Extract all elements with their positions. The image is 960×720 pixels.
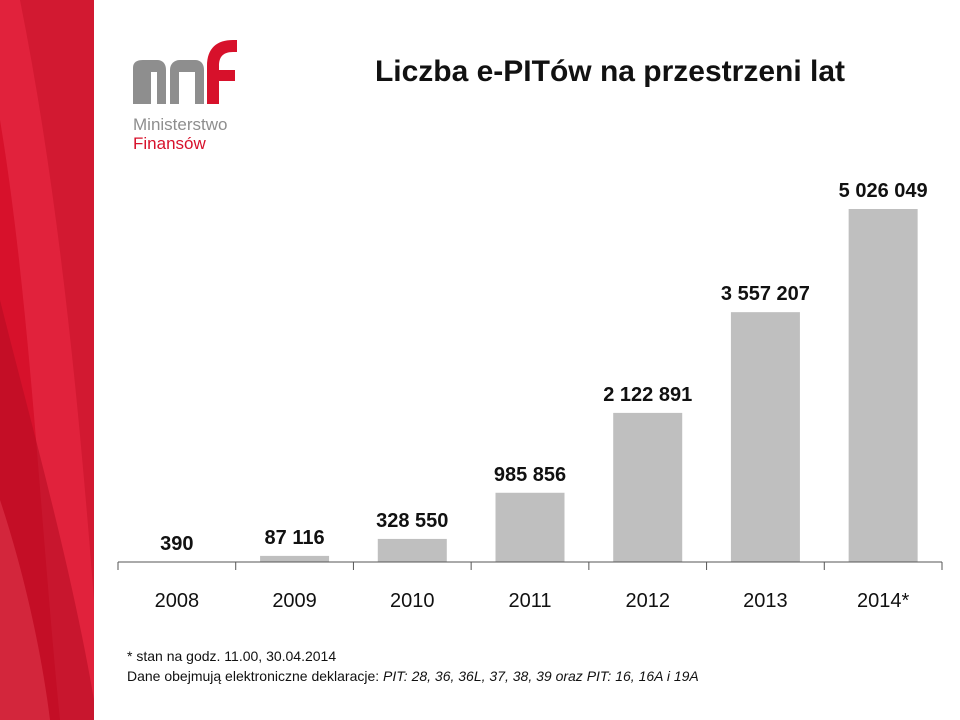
data-label-2009: 87 116 — [265, 527, 325, 549]
data-label-2012: 2 122 891 — [603, 384, 692, 406]
bar-2011 — [495, 492, 565, 562]
tick-label-2010: 2010 — [390, 590, 435, 612]
tick-label-2012: 2012 — [625, 590, 670, 612]
data-label-2010: 328 550 — [376, 510, 448, 532]
chart-title: Liczba e-PITów na przestrzeni lat — [374, 55, 846, 88]
bar-2013 — [730, 312, 800, 562]
footnote-line2: Dane obejmują elektroniczne deklaracje: … — [127, 666, 699, 686]
footnote-line2-prefix: Dane obejmują elektroniczne deklaracje: — [127, 668, 384, 684]
bar-2009 — [260, 555, 330, 562]
bar-chart: 390 2008 87 116 2009 328 550 2010 985 856 2011 2… — [117, 180, 943, 612]
data-label-2008: 390 — [160, 533, 193, 555]
side-decor-band — [0, 0, 94, 720]
tick-label-2011: 2011 — [508, 590, 551, 612]
logo-text-line1: Ministerstwo — [133, 115, 228, 134]
data-label-2014*: 5 026 049 — [839, 180, 928, 202]
footnote-line1: * stan na godz. 11.00, 30.04.2014 — [127, 648, 337, 664]
bar-2012 — [613, 412, 683, 562]
data-label-2011: 985 856 — [494, 464, 566, 486]
bar-2010 — [377, 538, 447, 562]
tick-label-2013: 2013 — [743, 590, 788, 612]
logo-text-line2: Finansów — [133, 134, 206, 153]
data-label-2013: 3 557 207 — [721, 283, 810, 305]
footnote: * stan na godz. 11.00, 30.04.2014 Dane o… — [127, 646, 699, 686]
bar-2014* — [848, 209, 918, 562]
footnote-line2-italic: PIT: 28, 36, 36L, 37, 38, 39 oraz PIT: 1… — [383, 668, 699, 684]
tick-label-2008: 2008 — [155, 590, 200, 612]
ministry-logo-icon — [133, 40, 237, 104]
tick-label-2009: 2009 — [272, 590, 317, 612]
tick-label-2014*: 2014* — [857, 590, 909, 612]
